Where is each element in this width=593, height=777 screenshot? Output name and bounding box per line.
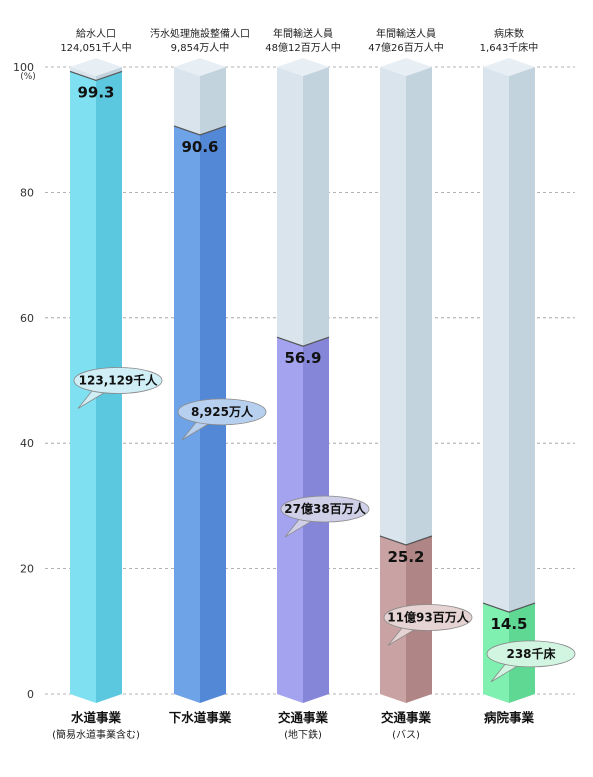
bar-top-cap <box>277 58 329 76</box>
bar-top-cap <box>70 58 122 76</box>
bar-empty-front <box>483 67 509 613</box>
category-label: 交通事業 <box>278 710 329 725</box>
y-tick-label: 40 <box>20 437 34 450</box>
bar-empty-front <box>174 67 200 135</box>
bar-value-edge <box>173 125 227 136</box>
y-tick-label: 100 <box>13 61 34 74</box>
bar-value-label: 99.3 <box>77 83 114 101</box>
bar-value-edge <box>482 602 536 613</box>
bar-empty-front <box>277 67 303 347</box>
bar-value-label: 56.9 <box>284 349 321 367</box>
bar-empty-side <box>509 67 535 613</box>
annotation-bubble <box>486 640 576 668</box>
column-header-title: 汚水処理施設整備人口 <box>150 27 250 40</box>
y-unit-label: (%) <box>20 72 36 82</box>
y-tick-label: 20 <box>20 563 34 576</box>
category-label: 交通事業 <box>381 710 432 725</box>
category-label: 下水道事業 <box>169 710 232 725</box>
category-label: 病院事業 <box>484 710 535 725</box>
annotation-bubble <box>73 367 163 394</box>
category-note: (地下鉄) <box>284 728 322 741</box>
category-label: 水道事業 <box>71 710 122 725</box>
bar-value-label: 90.6 <box>181 138 218 156</box>
bar-empty-side <box>96 67 122 81</box>
bar-filled-front <box>277 337 303 703</box>
bar-value-edge <box>276 336 330 347</box>
y-tick-label: 60 <box>20 312 34 325</box>
column-header-title: 病床数 <box>494 27 524 40</box>
bar-top-cap <box>483 58 535 76</box>
bar-value-edge <box>69 70 123 82</box>
column-header-total: 48億12百万人中 <box>265 41 340 54</box>
annotation-label: 238千床 <box>506 646 556 661</box>
category-note: (バス) <box>392 729 420 741</box>
annotation-bubble <box>177 398 267 426</box>
bar-empty-front <box>380 67 406 545</box>
bar-empty-side <box>406 67 432 545</box>
y-tick-label: 0 <box>27 688 34 701</box>
y-tick-label: 80 <box>20 186 34 199</box>
annotation-label: 27億38百万人 <box>284 501 366 516</box>
column-header-total: 9,854万人中 <box>171 41 230 54</box>
bar-top-cap <box>174 58 226 76</box>
bar-empty-side <box>303 67 329 347</box>
column-header-total: 124,051千人中 <box>60 41 131 54</box>
bar-empty-side <box>200 67 226 135</box>
bar-empty-front <box>70 67 96 81</box>
bar-value-edge <box>379 535 433 546</box>
bar-top-cap <box>380 58 432 76</box>
annotation-bubble <box>280 495 370 523</box>
bar-value-label: 25.2 <box>387 548 424 566</box>
column-header-title: 給水人口 <box>76 27 116 40</box>
column-header-title: 年間輸送人員 <box>376 27 436 40</box>
annotation-label: 123,129千人 <box>79 373 159 388</box>
category-note: (簡易水道事業含む) <box>52 728 140 741</box>
annotation-label: 11億93百万人 <box>387 610 469 625</box>
column-header-total: 47億26百万人中 <box>368 41 443 54</box>
column-header-total: 1,643千床中 <box>480 41 539 54</box>
column-header-title: 年間輸送人員 <box>273 27 333 40</box>
bar-value-label: 14.5 <box>490 615 527 633</box>
annotation-bubble <box>383 604 473 631</box>
annotation-label: 8,925万人 <box>191 404 254 419</box>
